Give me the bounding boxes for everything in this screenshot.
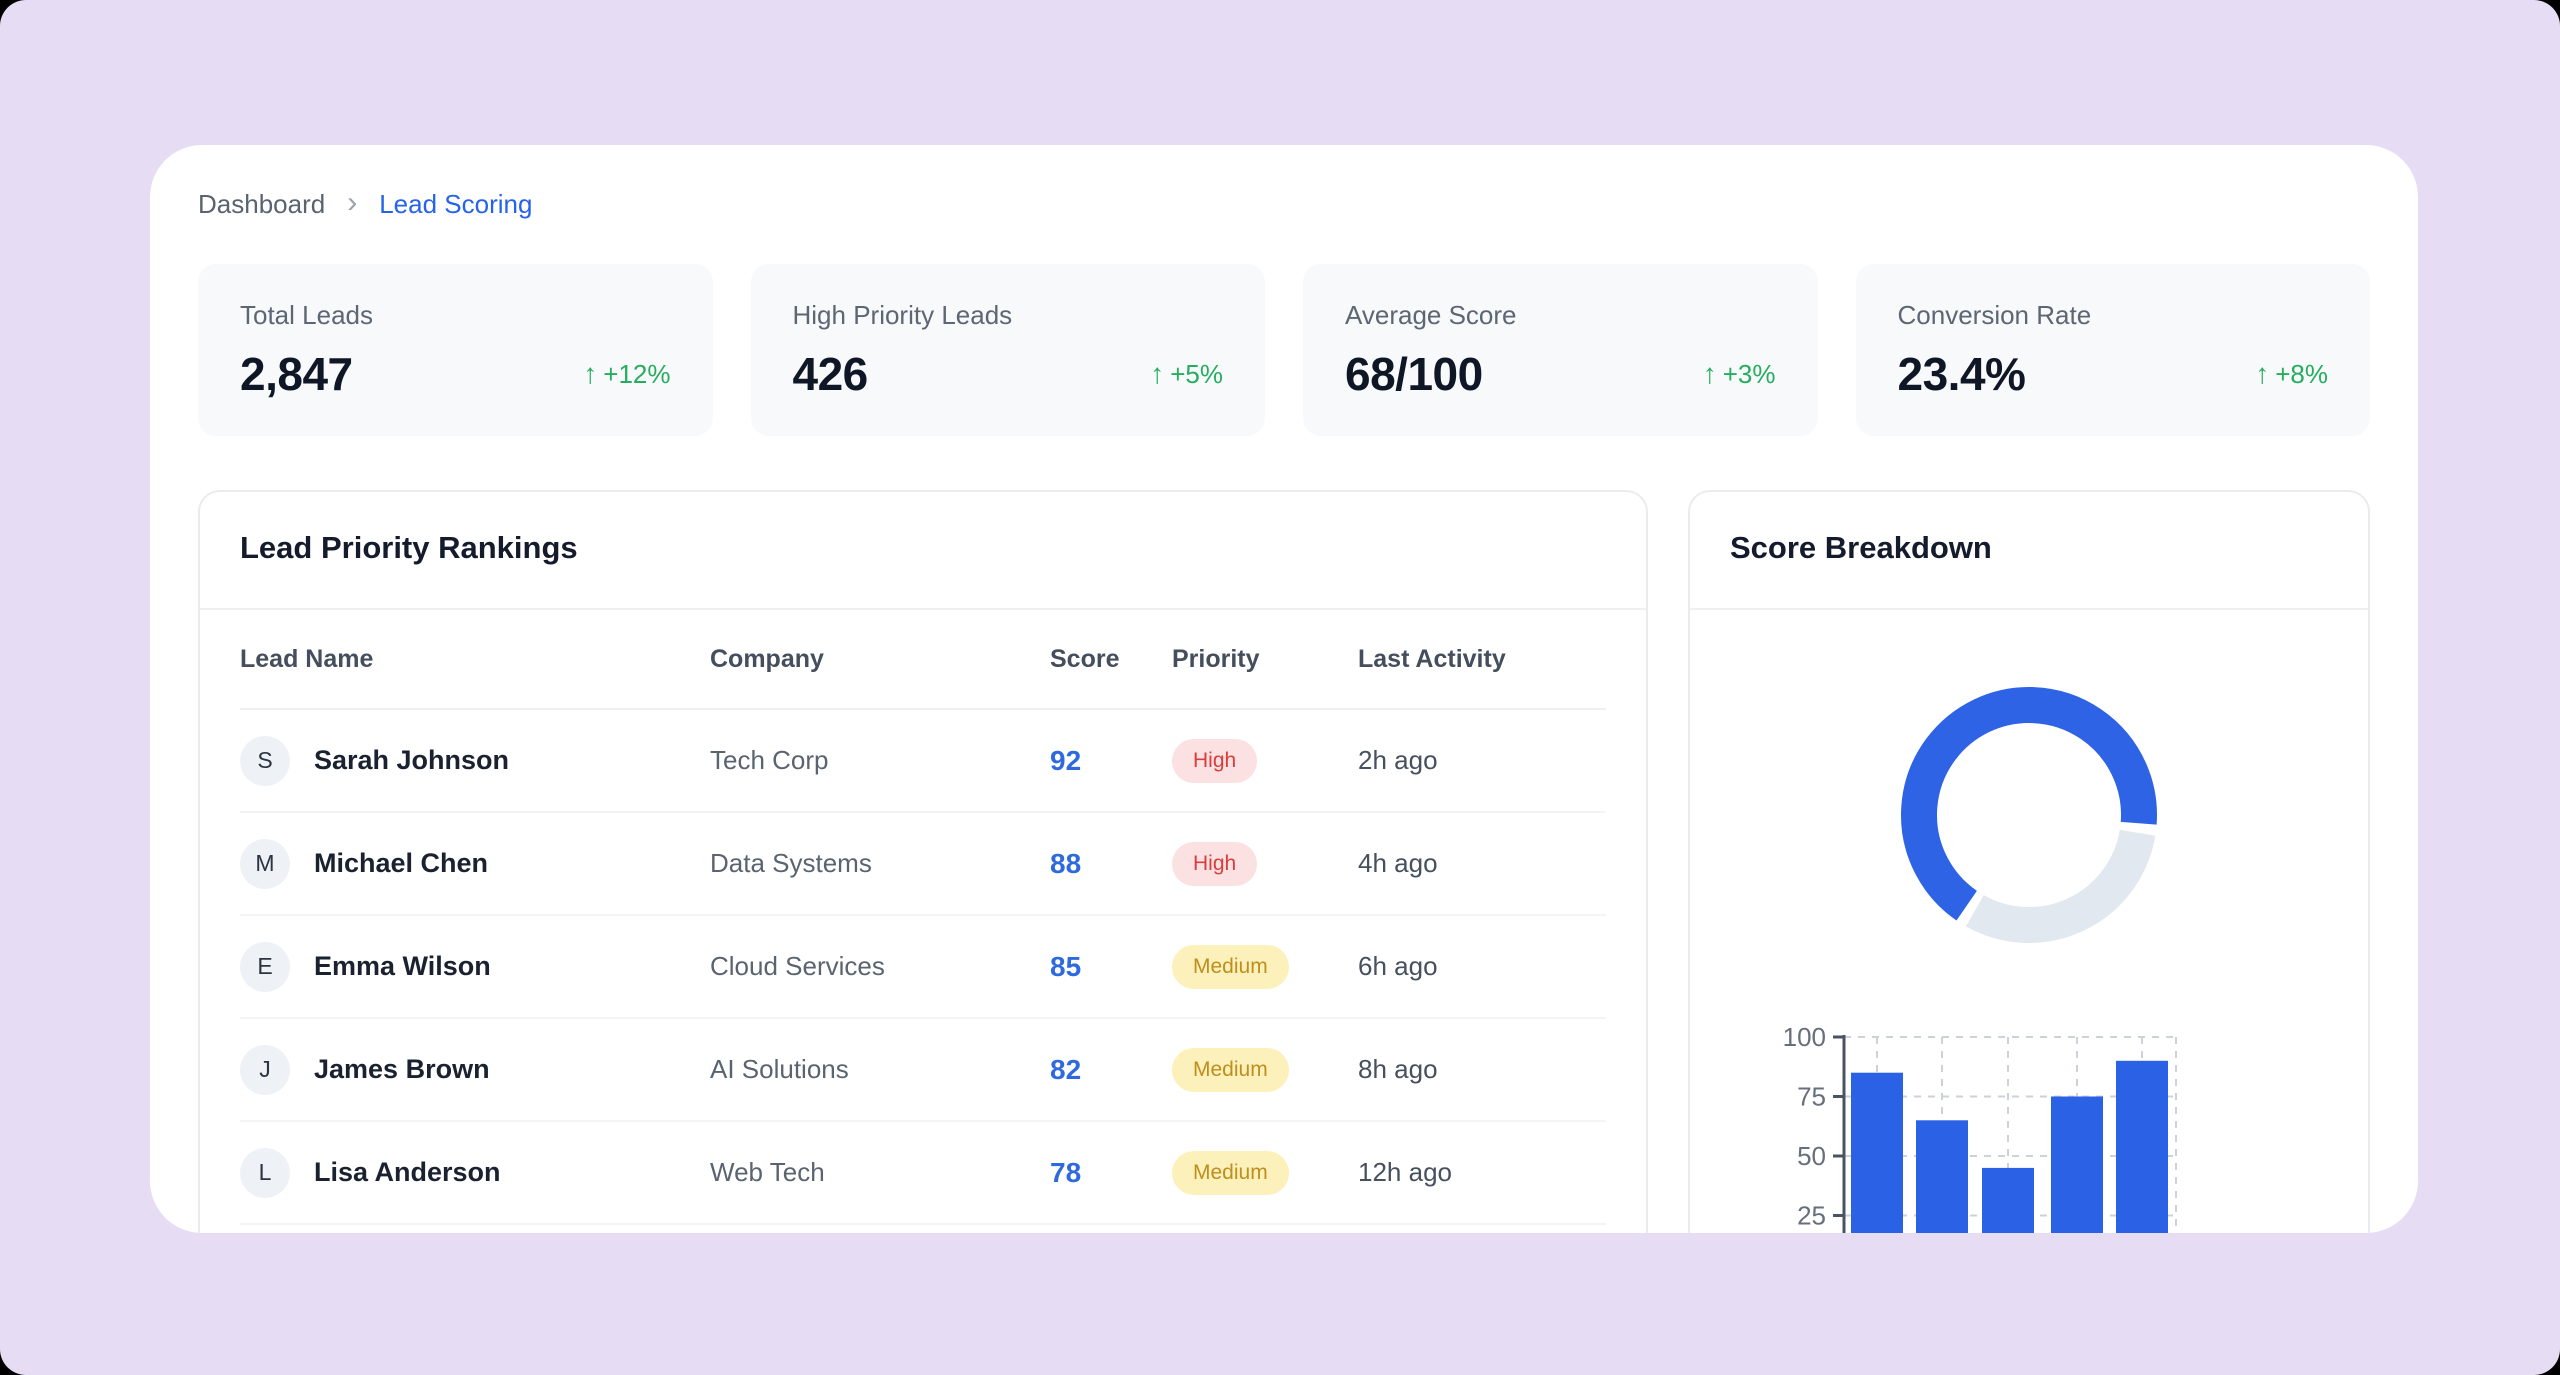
trend-value: +8%: [2275, 358, 2328, 389]
table-row[interactable]: S Sarah Johnson Tech Corp 92 High 2h ago: [240, 710, 1606, 813]
col-last-activity: Last Activity: [1358, 644, 1506, 673]
breadcrumb: Dashboard › Lead Scoring: [198, 145, 2370, 220]
score: 88: [1050, 847, 1082, 879]
col-score: Score: [1050, 644, 1120, 673]
priority-badge: Medium: [1172, 1150, 1289, 1195]
score: 92: [1050, 744, 1082, 776]
avatar: M: [240, 838, 290, 889]
stat-value: 23.4%: [1897, 348, 2026, 400]
stat-label: High Priority Leads: [792, 300, 1013, 330]
table-card-header: Lead Priority Rankings: [200, 492, 1646, 610]
arrow-up-icon: ↑: [583, 358, 598, 389]
lead-name: James Brown: [314, 1054, 490, 1084]
stats-row: Total Leads 2,847 ↑ +12% High Priority Le…: [198, 264, 2370, 436]
svg-text:50: 50: [1797, 1141, 1826, 1171]
table-header-row: Lead Name Company Score Priority Last Ac…: [240, 610, 1606, 710]
trend-value: +12%: [603, 358, 671, 389]
breakdown-title: Score Breakdown: [1730, 530, 1992, 565]
lead-priority-rankings-card: Lead Priority Rankings Lead Name Company…: [198, 490, 1648, 1233]
arrow-up-icon: ↑: [1150, 358, 1165, 389]
avatar: J: [240, 1044, 290, 1095]
company: Web Tech: [710, 1157, 825, 1187]
company: Tech Corp: [710, 745, 829, 775]
stat-card-average-score: Average Score 68/100 ↑ +3%: [1303, 264, 1818, 436]
priority-badge: Medium: [1172, 1047, 1289, 1092]
stat-label: Average Score: [1345, 300, 1517, 330]
stat-value: 426: [792, 348, 869, 400]
company: Data Systems: [710, 848, 872, 878]
dashboard-panel: Dashboard › Lead Scoring Total Leads 2,8…: [150, 145, 2418, 1233]
breadcrumb-lead-scoring[interactable]: Lead Scoring: [379, 189, 533, 219]
table-row[interactable]: M Michael Chen Data Systems 88 High 4h a…: [240, 813, 1606, 916]
score-breakdown-card: Score Breakdown 25 50 75 100: [1688, 490, 2370, 1233]
avatar: L: [240, 1147, 290, 1198]
col-lead-name: Lead Name: [240, 644, 374, 673]
score: 82: [1050, 1053, 1082, 1085]
stat-card-conversion-rate: Conversion Rate 23.4% ↑ +8%: [1855, 264, 2370, 436]
breadcrumb-dashboard[interactable]: Dashboard: [198, 189, 326, 219]
stat-value: 68/100: [1345, 348, 1483, 400]
stat-value: 2,847: [240, 348, 353, 400]
lead-name: Emma Wilson: [314, 951, 491, 981]
arrow-up-icon: ↑: [2255, 358, 2270, 389]
col-company: Company: [710, 644, 824, 673]
last-activity: 12h ago: [1358, 1157, 1452, 1187]
last-activity: 8h ago: [1358, 1054, 1438, 1084]
priority-badge: High: [1172, 841, 1258, 886]
last-activity: 4h ago: [1358, 848, 1438, 878]
stat-label: Conversion Rate: [1897, 300, 2092, 330]
breakdown-card-header: Score Breakdown: [1690, 492, 2368, 610]
svg-text:100: 100: [1783, 1022, 1826, 1052]
stat-trend: ↑ +3%: [1703, 358, 1776, 390]
trend-value: +3%: [1722, 358, 1776, 389]
stat-trend: ↑ +12%: [583, 358, 670, 390]
company: Cloud Services: [710, 951, 885, 981]
avatar: E: [240, 941, 290, 992]
lead-name: Sarah Johnson: [314, 745, 510, 775]
stat-card-total-leads: Total Leads 2,847 ↑ +12%: [198, 264, 713, 436]
trend-value: +5%: [1170, 358, 1223, 389]
svg-text:75: 75: [1797, 1082, 1826, 1112]
score-donut-chart: [1901, 687, 2157, 943]
chevron-right-icon: ›: [347, 185, 358, 219]
last-activity: 2h ago: [1358, 745, 1438, 775]
arrow-up-icon: ↑: [1702, 358, 1717, 389]
lead-name: Michael Chen: [314, 848, 489, 878]
priority-badge: Medium: [1172, 944, 1289, 989]
table-row[interactable]: J James Brown AI Solutions 82 Medium 8h …: [240, 1019, 1606, 1122]
stat-label: Total Leads: [240, 300, 373, 330]
stat-trend: ↑ +5%: [1150, 358, 1223, 390]
priority-badge: High: [1172, 738, 1258, 783]
avatar: S: [240, 735, 290, 786]
lead-name: Lisa Anderson: [314, 1157, 501, 1187]
company: AI Solutions: [710, 1054, 849, 1084]
svg-text:25: 25: [1797, 1201, 1826, 1231]
table-title: Lead Priority Rankings: [240, 530, 578, 565]
stat-trend: ↑ +8%: [2255, 358, 2328, 390]
last-activity: 6h ago: [1358, 951, 1438, 981]
score: 78: [1050, 1156, 1082, 1188]
score-bar-chart: 25 50 75 100: [1783, 1022, 2177, 1233]
table-row[interactable]: L Lisa Anderson Web Tech 78 Medium 12h a…: [240, 1122, 1606, 1225]
score: 85: [1050, 950, 1082, 982]
col-priority: Priority: [1172, 644, 1260, 673]
table-row[interactable]: E Emma Wilson Cloud Services 85 Medium 6…: [240, 916, 1606, 1019]
stat-card-high-priority-leads: High Priority Leads 426 ↑ +5%: [750, 264, 1265, 436]
